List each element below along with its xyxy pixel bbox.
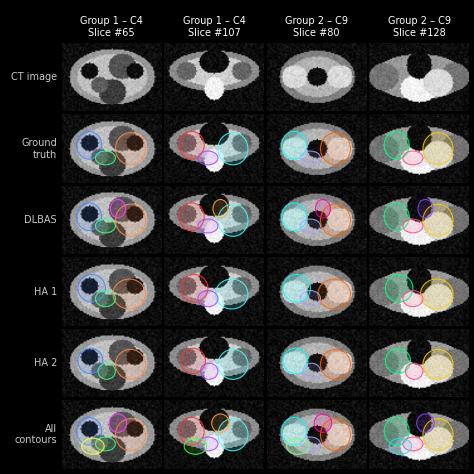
Ellipse shape [403,437,423,451]
Ellipse shape [116,419,146,451]
Ellipse shape [287,438,309,454]
Ellipse shape [282,203,307,230]
Ellipse shape [110,200,126,218]
Text: Ground
truth: Ground truth [21,138,57,160]
Ellipse shape [181,348,205,374]
Ellipse shape [216,279,248,309]
Ellipse shape [218,133,248,165]
Ellipse shape [389,438,412,454]
Ellipse shape [218,204,248,237]
Ellipse shape [113,279,146,309]
Ellipse shape [301,219,320,233]
Ellipse shape [403,291,423,307]
Ellipse shape [77,131,101,159]
Ellipse shape [212,414,229,432]
Ellipse shape [403,219,423,233]
Ellipse shape [405,363,423,379]
Ellipse shape [198,291,218,307]
Ellipse shape [82,438,104,454]
Text: HA 2: HA 2 [34,358,57,368]
Ellipse shape [95,151,116,165]
Text: HA 1: HA 1 [34,287,57,297]
Ellipse shape [95,291,116,307]
Ellipse shape [78,348,103,374]
Ellipse shape [95,219,116,233]
Ellipse shape [116,349,146,379]
Ellipse shape [301,437,320,451]
Ellipse shape [77,418,101,445]
Ellipse shape [420,279,453,309]
Ellipse shape [301,151,320,165]
Ellipse shape [385,348,410,374]
Ellipse shape [181,274,208,302]
Ellipse shape [283,348,308,374]
Ellipse shape [423,419,453,451]
Ellipse shape [385,274,413,302]
Ellipse shape [320,349,350,379]
Text: All
contours: All contours [14,424,57,446]
Ellipse shape [303,363,320,379]
Ellipse shape [315,200,330,218]
Ellipse shape [98,363,116,379]
Ellipse shape [384,131,409,159]
Ellipse shape [320,419,350,451]
Ellipse shape [198,151,218,165]
Ellipse shape [95,437,116,451]
Ellipse shape [282,418,307,445]
Ellipse shape [218,349,248,379]
Ellipse shape [179,418,204,445]
Ellipse shape [423,133,453,165]
Ellipse shape [218,419,248,451]
Ellipse shape [198,437,218,451]
Ellipse shape [418,200,433,218]
Ellipse shape [116,133,146,165]
Ellipse shape [116,204,146,237]
Text: Group 1 – C4
Slice #107: Group 1 – C4 Slice #107 [183,16,246,38]
Ellipse shape [282,131,307,159]
Ellipse shape [314,414,332,432]
Ellipse shape [320,204,350,237]
Ellipse shape [77,203,101,230]
Ellipse shape [213,200,228,218]
Ellipse shape [109,414,127,432]
Ellipse shape [179,131,204,159]
Ellipse shape [301,291,320,307]
Ellipse shape [320,133,350,165]
Ellipse shape [198,219,218,233]
Ellipse shape [384,418,409,445]
Ellipse shape [201,363,218,379]
Text: Group 2 – C9
Slice #80: Group 2 – C9 Slice #80 [285,16,348,38]
Ellipse shape [78,274,105,302]
Text: Group 2 – C9
Slice #128: Group 2 – C9 Slice #128 [388,16,451,38]
Ellipse shape [423,349,453,379]
Text: Group 1 – C4
Slice #65: Group 1 – C4 Slice #65 [80,16,143,38]
Ellipse shape [179,203,204,230]
Ellipse shape [417,414,434,432]
Text: DLBAS: DLBAS [24,215,57,225]
Ellipse shape [318,279,350,309]
Ellipse shape [283,274,310,302]
Ellipse shape [403,151,423,165]
Ellipse shape [423,204,453,237]
Text: CT image: CT image [11,72,57,82]
Ellipse shape [184,438,207,454]
Ellipse shape [384,203,409,230]
